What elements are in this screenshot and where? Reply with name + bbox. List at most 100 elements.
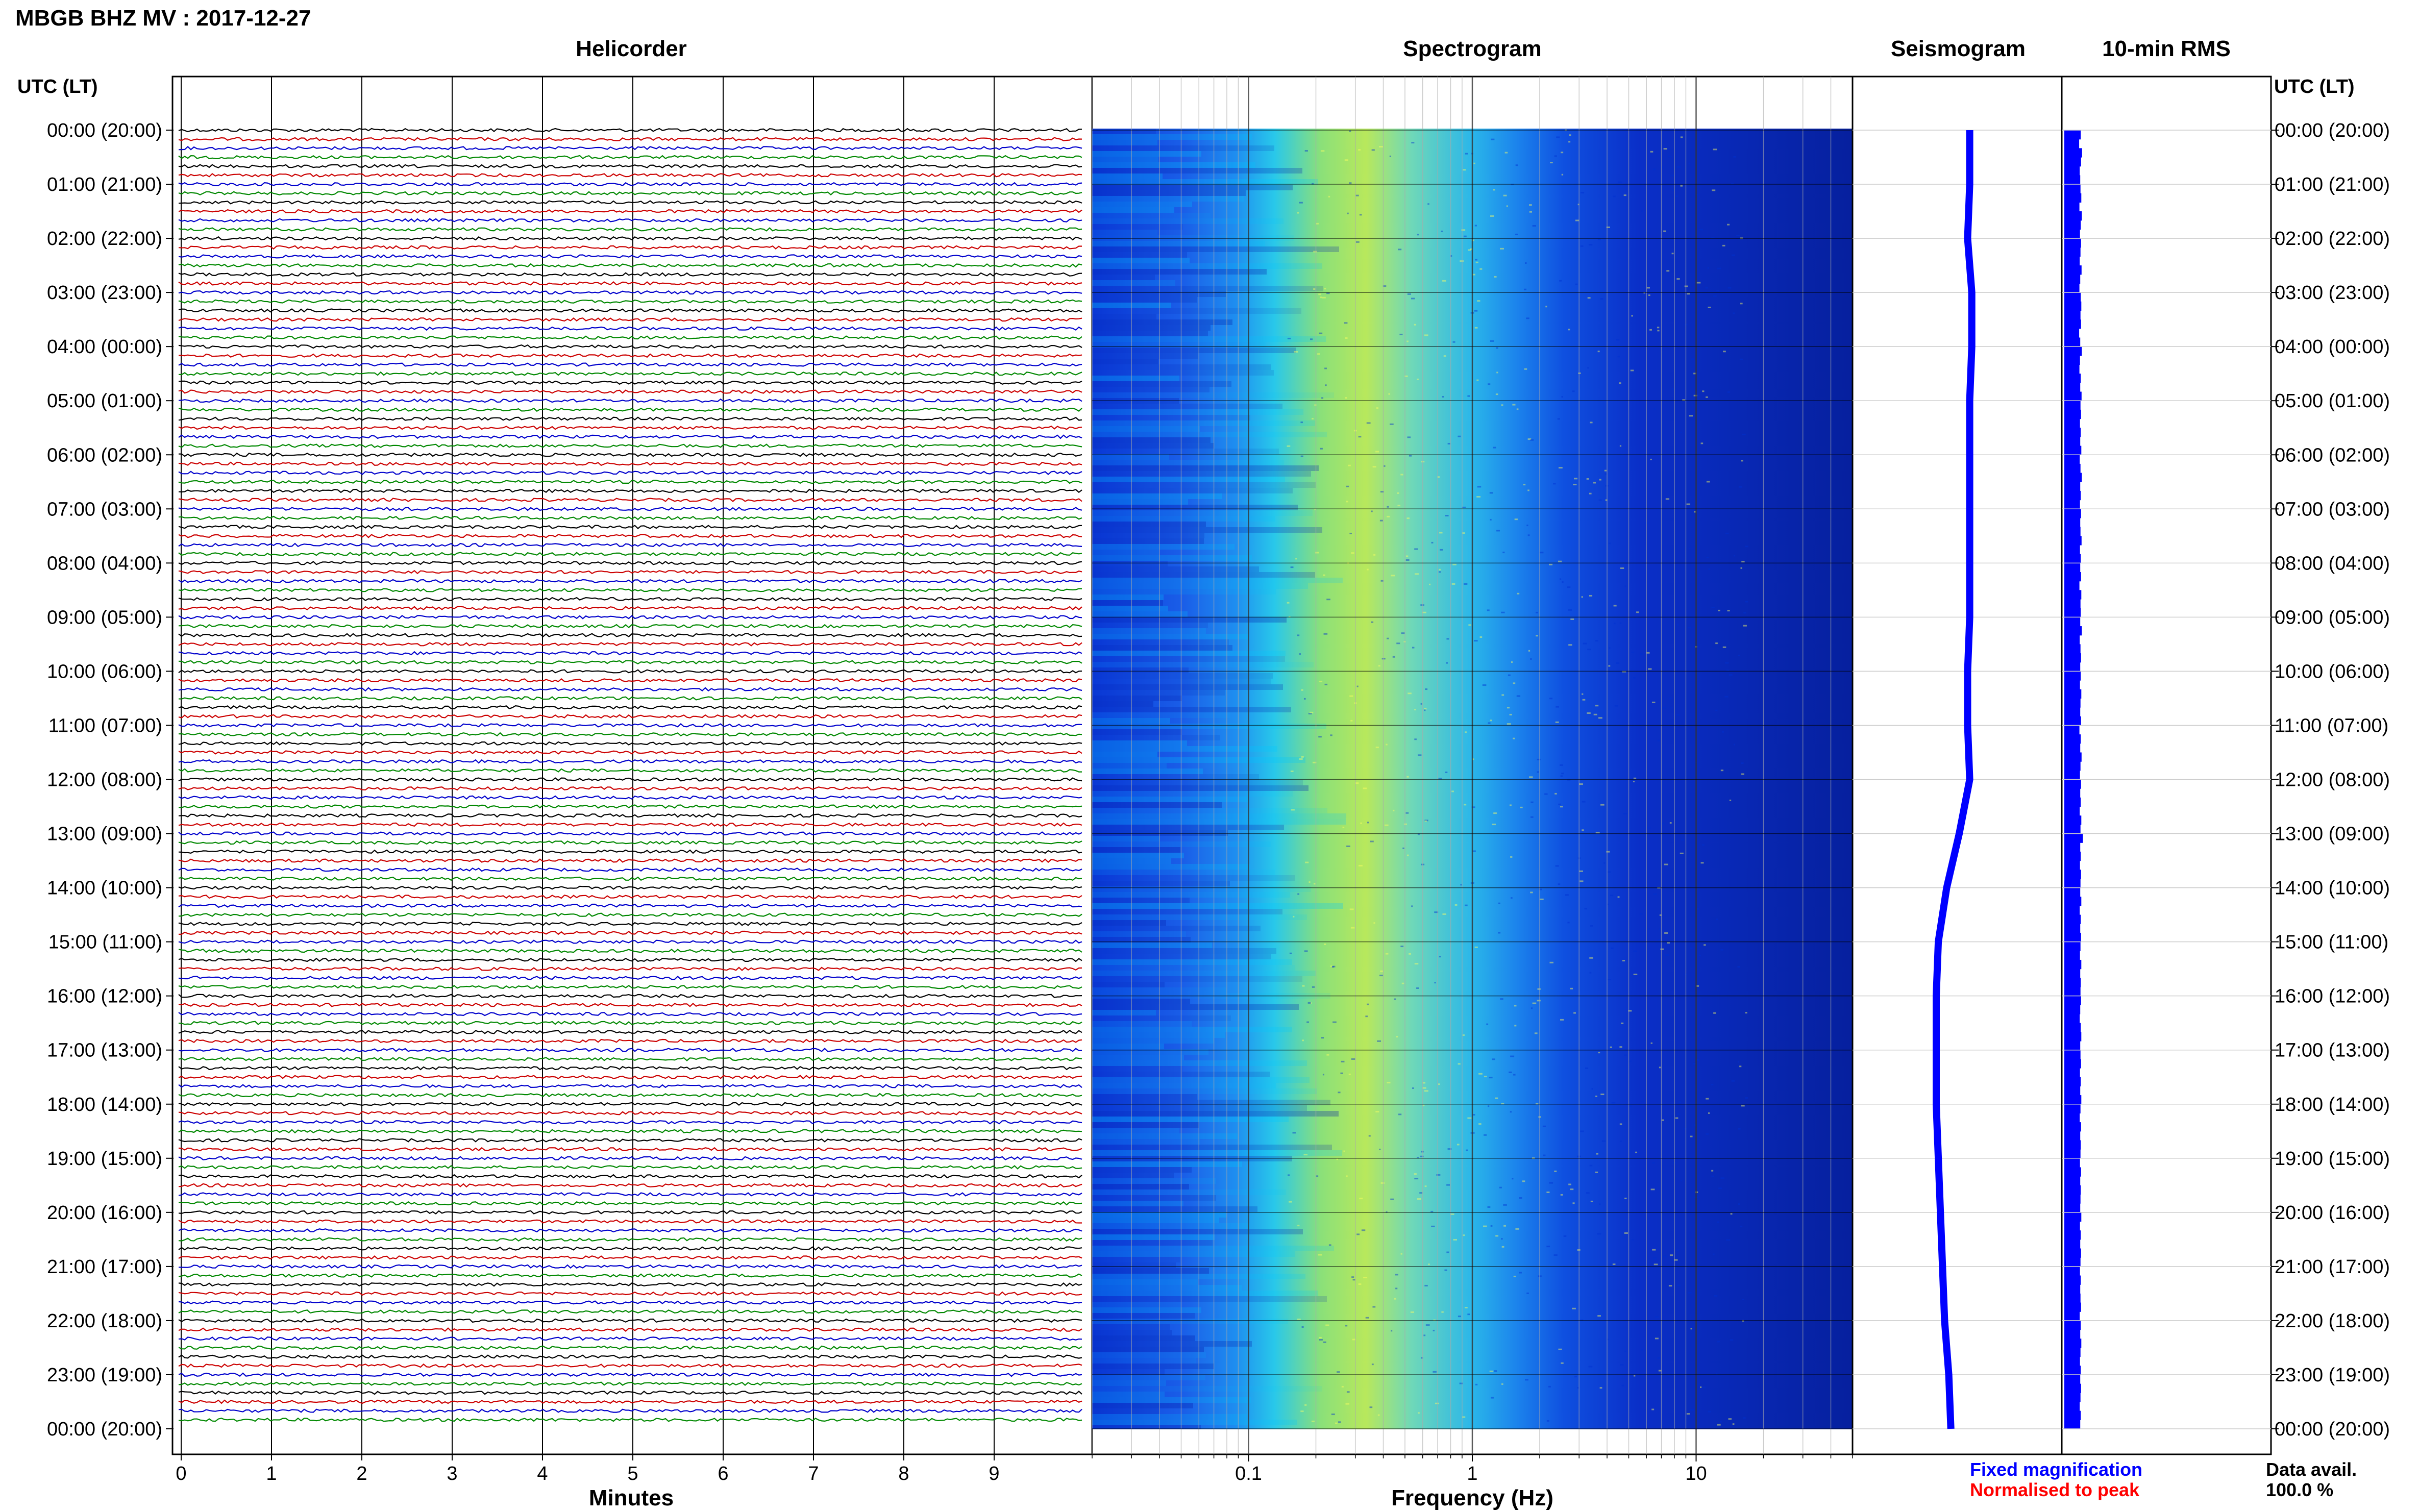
spectrogram-texture — [1503, 1204, 1507, 1206]
rms-bar — [2064, 1077, 2081, 1086]
spectrogram-texture — [1304, 1404, 1307, 1406]
rms-bar — [2064, 328, 2080, 338]
spectrogram-texture — [1665, 954, 1669, 956]
spectrogram-texture — [1092, 280, 1175, 286]
spectrogram-texture — [1462, 1416, 1466, 1418]
spectrogram-texture — [1616, 662, 1620, 664]
spectrogram-texture — [1727, 287, 1732, 289]
spectrogram-texture — [1092, 488, 1293, 493]
spectrogram-texture — [1658, 939, 1661, 941]
spectrogram-texture — [1092, 1375, 1205, 1380]
spectrogram-texture — [1318, 293, 1322, 295]
spectrogram-texture — [1696, 1059, 1699, 1061]
spectrogram-texture — [1092, 527, 1322, 533]
spectrogram-texture — [1484, 1076, 1487, 1078]
spectrogram-texture — [1623, 194, 1626, 196]
helicorder-trace — [178, 1084, 1082, 1088]
spectrogram-texture — [1463, 1234, 1465, 1236]
spectrogram-texture — [1731, 1080, 1735, 1082]
spectrogram-texture — [1092, 392, 1334, 398]
spectrogram-texture — [1666, 1376, 1670, 1378]
spectrogram-texture — [1417, 234, 1419, 236]
spectrogram-texture — [1092, 1195, 1216, 1201]
spectrogram-texture — [1711, 237, 1715, 239]
spectrogram-texture — [1092, 740, 1187, 746]
rms-bar — [2064, 310, 2081, 320]
spectrogram-texture — [1737, 1128, 1741, 1130]
rms-title: 10-min RMS — [2102, 36, 2231, 61]
spectrogram-texture — [1619, 1046, 1622, 1048]
helicorder-trace — [178, 777, 1082, 782]
helicorder-trace — [178, 813, 1082, 818]
spectrogram-texture — [1414, 1173, 1417, 1175]
spectrogram-texture — [1741, 1105, 1745, 1107]
seismogram-trace — [1933, 130, 1976, 1429]
spectrogram-texture — [1619, 382, 1621, 384]
spectrogram-texture — [1650, 151, 1653, 153]
spectrogram-texture — [1488, 383, 1491, 385]
helicorder-trace — [178, 461, 1082, 466]
spectrogram-texture — [1465, 153, 1468, 155]
spectrogram-texture — [1358, 1283, 1362, 1285]
helicorder-trace — [178, 1174, 1082, 1179]
spectrogram-texture — [1555, 865, 1559, 867]
rms-bar — [2064, 770, 2080, 780]
rms-bar — [2064, 743, 2081, 753]
spectrogram-texture — [1713, 148, 1717, 151]
spectrogram-texture — [1092, 449, 1279, 454]
rms-bar — [2064, 355, 2080, 365]
spectrogram-texture — [1688, 162, 1690, 164]
spectrogram-texture — [1092, 611, 1188, 617]
hour-tick-label-left: 03:00 (23:00) — [47, 282, 162, 304]
spectrogram-texture — [1092, 735, 1220, 740]
spectrogram-texture — [1092, 1173, 1174, 1178]
spectrogram-texture — [1092, 724, 1326, 729]
spectrogram-texture — [1530, 658, 1532, 660]
spectrogram-texture — [1524, 368, 1527, 370]
spectrogram-texture — [1567, 586, 1571, 588]
spectrogram-texture — [1338, 1421, 1341, 1423]
spectrogram-texture — [1315, 552, 1319, 554]
hour-tick-label-right: 00:00 (20:00) — [2275, 120, 2390, 141]
spectrogram-texture — [1741, 773, 1744, 775]
spectrogram-texture — [1572, 1202, 1575, 1204]
spectrogram-texture — [1321, 1037, 1324, 1039]
spectrogram-texture — [1092, 465, 1319, 471]
spectrogram-texture — [1356, 1233, 1360, 1235]
hour-tick-label-right: 09:00 (05:00) — [2275, 607, 2390, 628]
spectrogram-texture — [1539, 552, 1544, 554]
spectrogram-texture — [1631, 651, 1635, 653]
spectrogram-texture — [1092, 920, 1166, 926]
spectrogram-texture — [1653, 1257, 1657, 1259]
spectrogram-texture — [1725, 662, 1729, 664]
spectrogram-texture — [1409, 455, 1412, 457]
rms-bar — [2064, 1393, 2081, 1402]
minute-tick-label: 3 — [447, 1463, 457, 1484]
spectrogram-texture — [1347, 212, 1349, 214]
rms-bar — [2064, 1275, 2081, 1285]
spectrogram-texture — [1319, 1336, 1322, 1339]
rms-bar — [2064, 761, 2081, 771]
spectrogram-texture — [1462, 506, 1466, 508]
spectrogram-texture — [1092, 1161, 1242, 1167]
spectrogram-texture — [1708, 568, 1710, 570]
spectrogram-texture — [1723, 351, 1726, 353]
helicorder-title: Helicorder — [576, 36, 687, 61]
rms-bar — [2064, 1014, 2080, 1024]
spectrogram-texture — [1711, 1175, 1714, 1177]
rms-bar — [2064, 247, 2081, 257]
spectrogram-texture — [1092, 797, 1248, 802]
rms-bar — [2064, 1005, 2081, 1014]
spectrogram-texture — [1434, 911, 1439, 913]
spectrogram-texture — [1575, 283, 1578, 285]
spectrogram-texture — [1092, 359, 1158, 364]
spectrogram-texture — [1479, 268, 1483, 270]
rms-bar — [2064, 482, 2081, 491]
spectrogram-texture — [1690, 1135, 1693, 1137]
spectrogram-texture — [1600, 298, 1603, 300]
spectrogram-texture — [1092, 1044, 1164, 1049]
rms-bar — [2064, 959, 2082, 970]
helicorder-trace — [178, 362, 1082, 367]
spectrogram-texture — [1570, 1188, 1574, 1191]
spectrogram-texture — [1092, 634, 1249, 639]
